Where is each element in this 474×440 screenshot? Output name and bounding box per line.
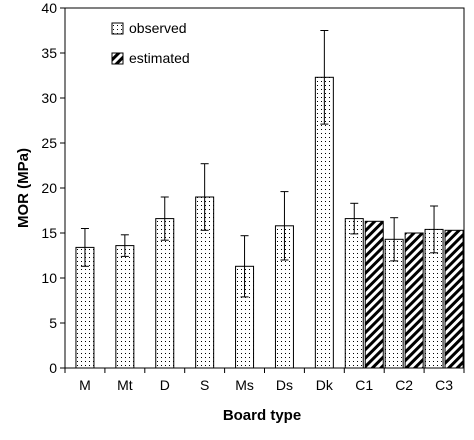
legend-swatch-estimated <box>111 52 124 65</box>
x-tick-label: Dk <box>316 377 334 393</box>
y-axis-title: MOR (MPa) <box>15 148 32 228</box>
x-tick-label: C2 <box>395 377 413 393</box>
x-tick-label: D <box>160 377 170 393</box>
x-tick-label: Mt <box>117 377 133 393</box>
y-tick-label: 15 <box>41 225 57 241</box>
bar-estimated <box>364 220 384 369</box>
x-tick-label: C3 <box>435 377 453 393</box>
legend-swatch-observed <box>111 22 124 35</box>
error-bars <box>80 30 439 298</box>
bars <box>75 76 464 369</box>
legend: observed estimated <box>111 20 190 66</box>
y-axis: 0 5 10 15 20 25 30 35 40 <box>41 0 65 376</box>
x-axis-title: Board type <box>223 407 301 424</box>
bar-estimated <box>444 229 464 369</box>
x-tick-label: S <box>200 377 209 393</box>
y-tick-label: 20 <box>41 180 57 196</box>
y-tick-label: 5 <box>49 315 57 331</box>
legend-label-observed: observed <box>129 20 187 36</box>
y-tick-label: 30 <box>41 90 57 106</box>
x-tick-label: M <box>79 377 91 393</box>
y-tick-label: 35 <box>41 45 57 61</box>
x-tick-label: C1 <box>355 377 373 393</box>
x-tick-label: Ms <box>235 377 254 393</box>
bar-observed <box>155 218 175 369</box>
x-axis: M Mt D S Ms Ds Dk C1 C2 C3 <box>64 368 465 393</box>
legend-label-estimated: estimated <box>129 50 190 66</box>
x-tick-label: Ds <box>276 377 293 393</box>
y-tick-label: 40 <box>41 0 57 16</box>
y-tick-label: 10 <box>41 270 57 286</box>
y-tick-label: 0 <box>49 360 57 376</box>
bar-estimated <box>404 232 424 369</box>
bar-observed <box>115 245 135 369</box>
bar-observed <box>344 218 364 369</box>
y-tick-label: 25 <box>41 135 57 151</box>
